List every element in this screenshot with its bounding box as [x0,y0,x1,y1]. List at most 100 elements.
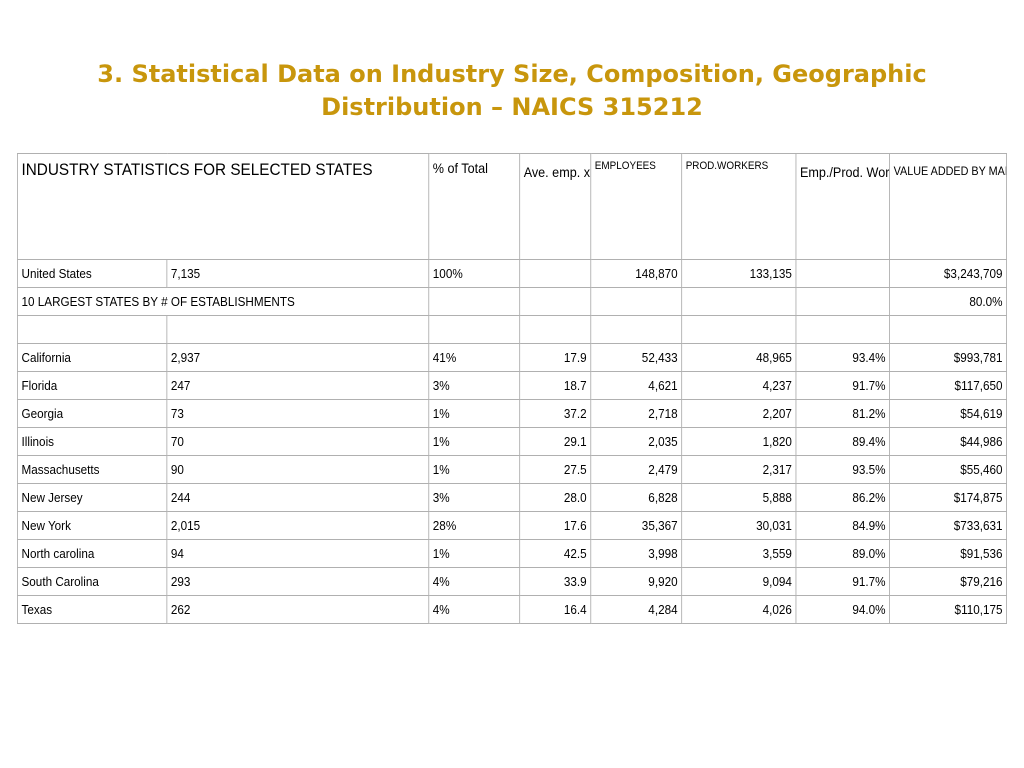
cell-ratio: 81.2% [795,399,890,428]
cell-prod: 4,026 [681,595,797,624]
largest-states-row: 10 LARGEST STATES BY # OF ESTABLISHMENTS… [17,287,1007,316]
cell-emp: 2,718 [590,399,683,428]
empty-cell [519,287,592,316]
table-row: North carolina 94 1% 42.5 3,998 3,559 89.0% $91… [17,539,1007,568]
empty-cell [681,287,797,316]
empty-cell [428,287,521,316]
cell-va: $110,175 [889,595,1007,624]
cell-va: $174,875 [889,483,1007,512]
cell-ratio: 93.5% [795,455,890,484]
largest-states-value: 80.0% [889,287,1007,316]
empty-cell [889,315,1007,344]
cell-ratio: 89.0% [795,539,890,568]
us-value-added: $3,243,709 [889,259,1007,288]
header-value-added: VALUE ADDED BY MANUFACTURE ($1000) [889,153,1007,260]
cell-ratio: 94.0% [795,595,890,624]
cell-prod: 9,094 [681,567,797,596]
cell-state: Illinois [17,427,168,456]
cell-est: 293 [166,567,430,596]
slide-title: 3. Statistical Data on Industry Size, Co… [40,58,984,124]
cell-ratio: 91.7% [795,371,890,400]
cell-va: $733,631 [889,511,1007,540]
us-ratio [795,259,890,288]
cell-state: Georgia [17,399,168,428]
cell-prod: 48,965 [681,343,797,372]
table-row: New Jersey 244 3% 28.0 6,828 5,888 86.2% $174,8… [17,483,1007,512]
cell-va: $91,536 [889,539,1007,568]
cell-est: 2,937 [166,343,430,372]
cell-emp: 35,367 [590,511,683,540]
cell-avg: 42.5 [519,539,592,568]
table-row: Georgia 73 1% 37.2 2,718 2,207 81.2% $54,619 [17,399,1007,428]
cell-pct: 1% [428,399,521,428]
empty-cell [795,287,890,316]
cell-prod: 1,820 [681,427,797,456]
empty-cell [590,287,683,316]
header-emp-prod: Emp./Prod. Workers [795,153,890,260]
header-pct-total: % of Total [428,153,521,260]
empty-cell [519,315,592,344]
cell-avg: 29.1 [519,427,592,456]
cell-est: 247 [166,371,430,400]
cell-emp: 6,828 [590,483,683,512]
table-row: Florida 247 3% 18.7 4,621 4,237 91.7% $117,650 [17,371,1007,400]
title-line-1: 3. Statistical Data on Industry Size, Co… [97,60,927,88]
cell-avg: 16.4 [519,595,592,624]
cell-ratio: 91.7% [795,567,890,596]
cell-pct: 4% [428,595,521,624]
table-row: Illinois 70 1% 29.1 2,035 1,820 89.4% $44,986 [17,427,1007,456]
cell-avg: 33.9 [519,567,592,596]
cell-emp: 4,284 [590,595,683,624]
cell-va: $44,986 [889,427,1007,456]
title-line-2: Distribution – NAICS 315212 [321,93,703,121]
cell-pct: 4% [428,567,521,596]
cell-est: 73 [166,399,430,428]
cell-emp: 2,479 [590,455,683,484]
cell-est: 70 [166,427,430,456]
cell-state: California [17,343,168,372]
cell-state: Massachusetts [17,455,168,484]
us-employees: 148,870 [590,259,683,288]
empty-cell [590,315,683,344]
empty-cell [795,315,890,344]
cell-avg: 37.2 [519,399,592,428]
cell-pct: 41% [428,343,521,372]
cell-pct: 3% [428,371,521,400]
table-row: California 2,937 41% 17.9 52,433 48,965 93.4% $… [17,343,1007,372]
cell-emp: 52,433 [590,343,683,372]
cell-va: $54,619 [889,399,1007,428]
empty-cell [166,315,430,344]
largest-states-label: 10 LARGEST STATES BY # OF ESTABLISHMENTS [17,287,430,316]
empty-cell [681,315,797,344]
cell-est: 90 [166,455,430,484]
cell-va: $55,460 [889,455,1007,484]
cell-pct: 28% [428,511,521,540]
cell-avg: 17.6 [519,511,592,540]
us-establishments: 7,135 [166,259,430,288]
us-prod-workers: 133,135 [681,259,797,288]
cell-state: Texas [17,595,168,624]
us-avg [519,259,592,288]
header-employees: EMPLOYEES [590,153,683,260]
header-ave-emp: Ave. emp. x establish. [519,153,592,260]
cell-emp: 2,035 [590,427,683,456]
cell-va: $993,781 [889,343,1007,372]
cell-avg: 27.5 [519,455,592,484]
cell-prod: 2,317 [681,455,797,484]
empty-cell [17,315,168,344]
table-row: Massachusetts 90 1% 27.5 2,479 2,317 93.5% $55,… [17,455,1007,484]
cell-prod: 3,559 [681,539,797,568]
header-industry: INDUSTRY STATISTICS FOR SELECTED STATES [17,153,430,260]
cell-est: 244 [166,483,430,512]
us-pct: 100% [428,259,521,288]
cell-avg: 18.7 [519,371,592,400]
cell-va: $117,650 [889,371,1007,400]
cell-state: New York [17,511,168,540]
cell-emp: 4,621 [590,371,683,400]
cell-prod: 4,237 [681,371,797,400]
table-row: South Carolina 293 4% 33.9 9,920 9,094 91.7% $7… [17,567,1007,596]
cell-emp: 9,920 [590,567,683,596]
cell-avg: 17.9 [519,343,592,372]
spacer-row [17,315,1007,344]
cell-state: South Carolina [17,567,168,596]
